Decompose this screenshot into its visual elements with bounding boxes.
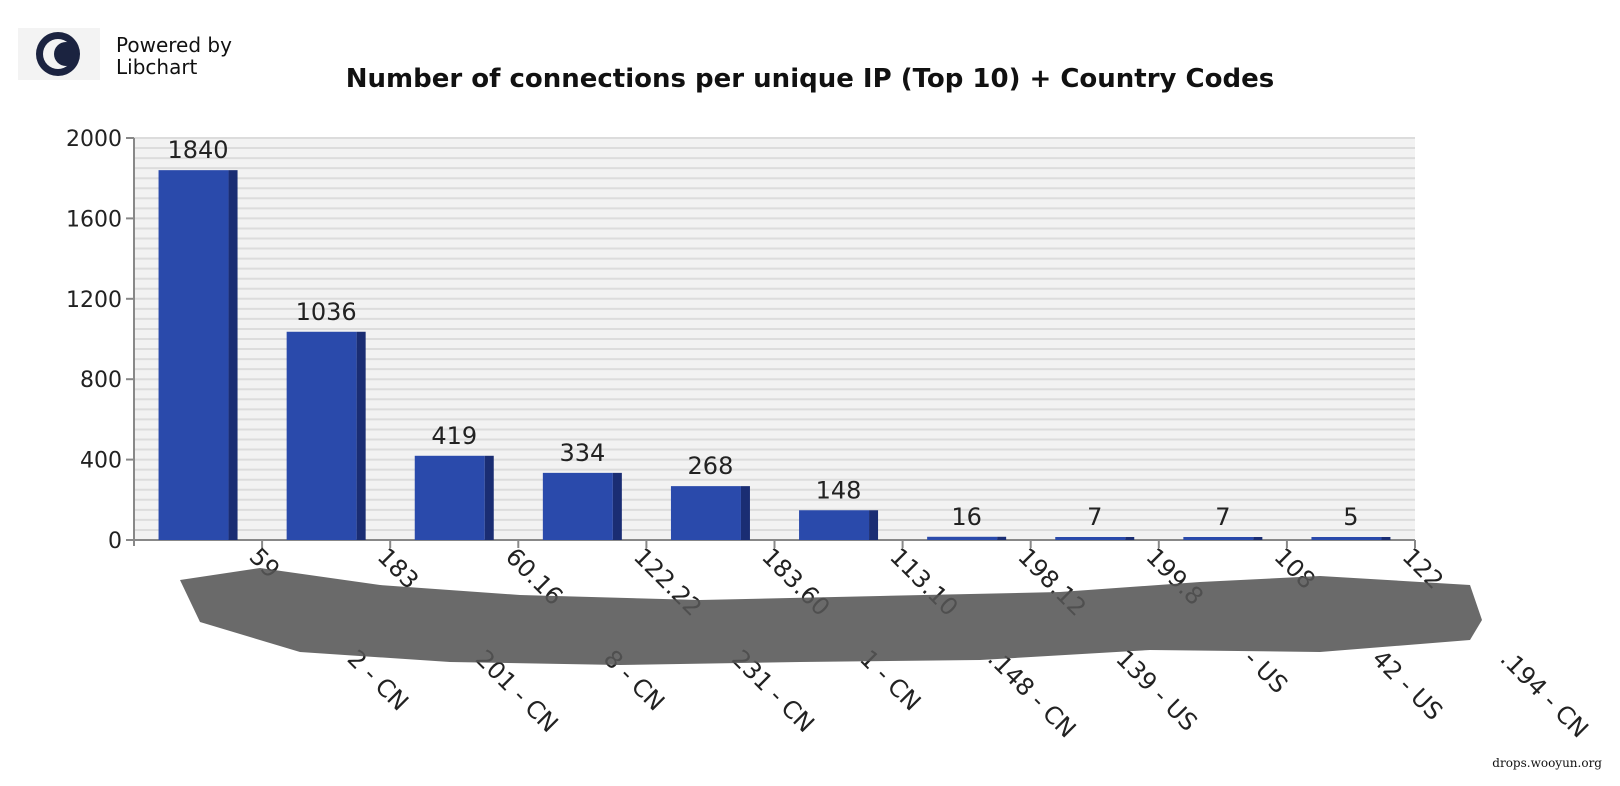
redaction-scribble <box>180 568 1482 665</box>
bar-side <box>740 486 750 540</box>
data-label: 334 <box>559 439 605 467</box>
x-tick-label-tail: .194 - CN <box>1495 644 1594 743</box>
bar <box>542 472 613 540</box>
data-label: 419 <box>431 422 477 450</box>
bar-side <box>1381 537 1391 540</box>
bar <box>927 536 998 540</box>
logo-line-1: Powered by <box>116 33 232 57</box>
chart-title: Number of connections per unique IP (Top… <box>345 64 1275 94</box>
bar-side <box>869 510 879 540</box>
data-label: 7 <box>1215 503 1230 531</box>
x-tick-label-tail: 139 - US <box>1110 644 1202 736</box>
data-label: 1840 <box>168 136 229 164</box>
bar-side <box>356 331 366 540</box>
data-label: 1036 <box>296 298 357 326</box>
logo-line-2: Libchart <box>116 55 198 79</box>
bar-side <box>1125 537 1135 540</box>
bar-side <box>484 455 494 540</box>
bar-side <box>612 472 622 540</box>
data-label: 268 <box>688 452 734 480</box>
y-tick-label: 2000 <box>66 127 122 152</box>
bar <box>414 455 485 540</box>
bar <box>670 486 741 540</box>
bar <box>286 331 357 540</box>
x-tick-label-tail: .148 - CN <box>982 644 1081 743</box>
bar <box>1055 537 1126 540</box>
bar <box>1311 537 1382 540</box>
y-tick-label: 400 <box>80 449 122 474</box>
bar <box>799 510 870 540</box>
x-tick-label-tail: 42 - US <box>1367 644 1449 726</box>
data-label: 5 <box>1343 503 1358 531</box>
y-tick-label: 800 <box>80 368 122 393</box>
libchart-logo-icon <box>36 32 80 76</box>
y-tick-label: 1600 <box>66 207 122 232</box>
y-tick-label: 0 <box>108 529 122 554</box>
y-tick-label: 1200 <box>66 288 122 313</box>
bar-side <box>228 170 238 540</box>
watermark: drops.wooyun.org <box>1492 756 1602 770</box>
data-label: 148 <box>816 476 862 504</box>
x-tick-label-tail: - US <box>1239 644 1294 699</box>
bar-side <box>997 536 1007 540</box>
logo-caption: Powered by Libchart <box>116 34 232 78</box>
bar <box>1183 537 1254 540</box>
bar <box>158 170 229 540</box>
data-label: 16 <box>951 503 982 531</box>
bar-side <box>1253 537 1263 540</box>
data-label: 7 <box>1087 503 1102 531</box>
libchart-logo <box>18 28 100 80</box>
